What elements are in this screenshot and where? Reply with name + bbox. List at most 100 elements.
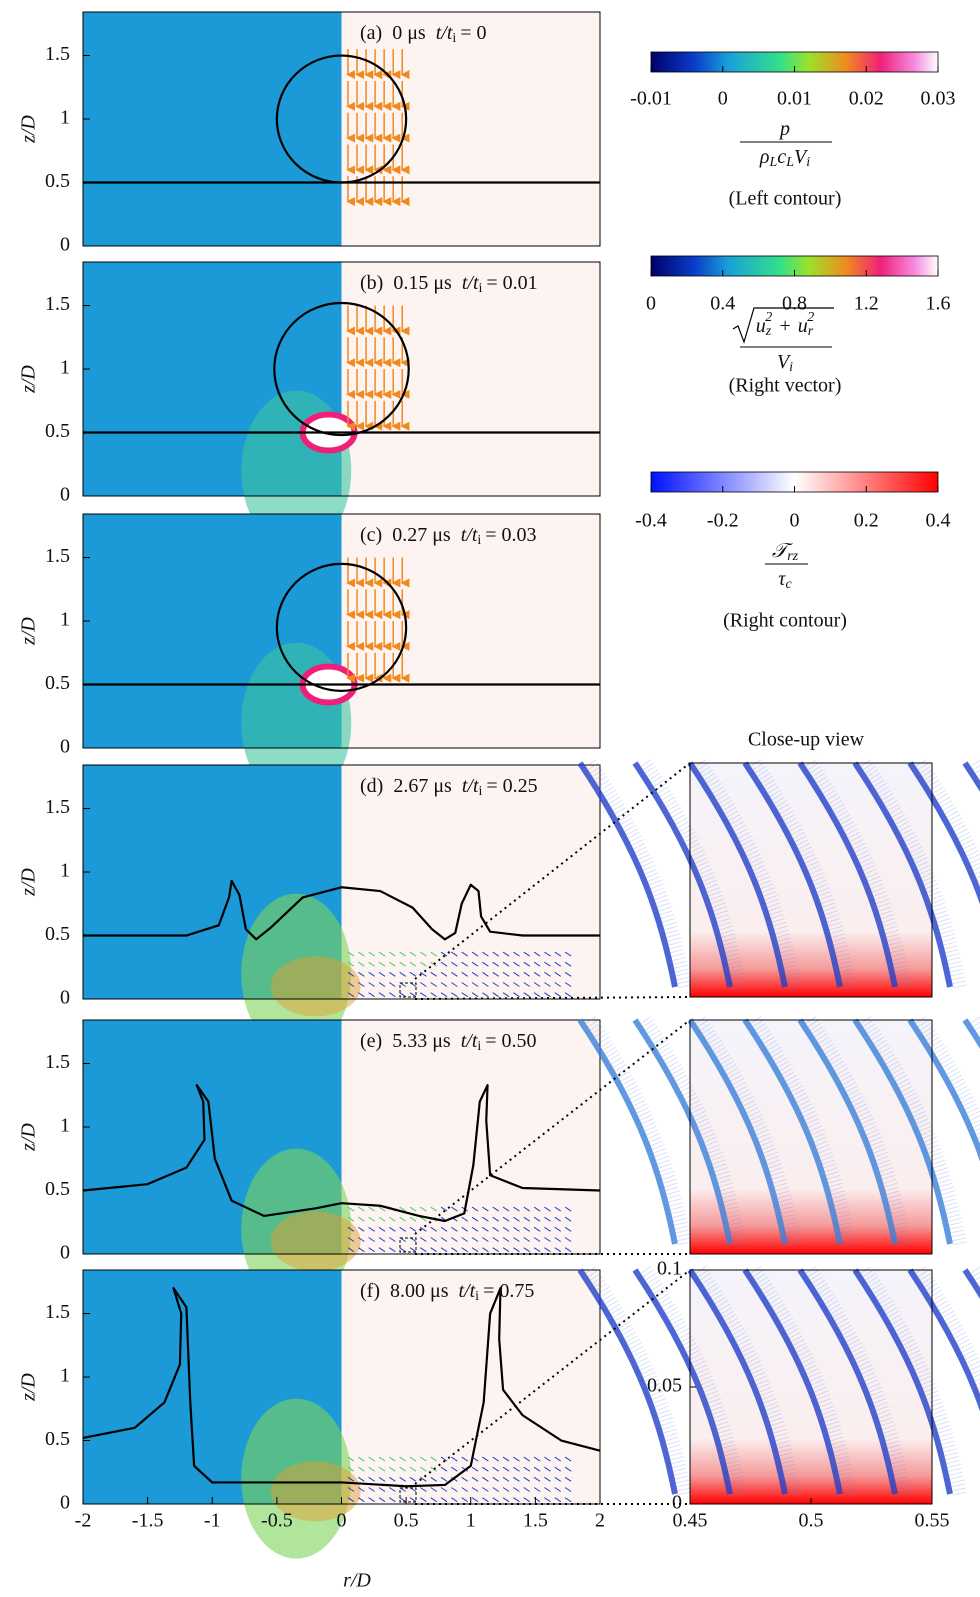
colorbar-tick-label: 0.02 <box>849 88 884 110</box>
y-tick-label: 1 <box>60 357 70 379</box>
text-part: = 0.50 <box>485 1030 536 1052</box>
velocity-arrow <box>347 1226 355 1232</box>
velocity-arrow <box>544 1216 551 1222</box>
velocity-arrow <box>358 1206 365 1212</box>
streak <box>742 1018 843 1245</box>
velocity-arrow <box>533 1476 541 1482</box>
velocity-arrow <box>471 1497 479 1503</box>
plot-frame <box>82 1019 601 1255</box>
x-tick-label: 0 <box>337 1510 347 1532</box>
velocity-arrow <box>502 1487 510 1492</box>
velocity-arrow <box>399 1247 406 1253</box>
velocity-arrow <box>523 982 531 987</box>
formula-denominator: τc <box>778 568 792 593</box>
velocity-arrow <box>554 961 562 967</box>
velocity-arrow <box>513 971 520 977</box>
velocity-arrow <box>420 1487 427 1492</box>
velocity-arrow <box>554 1206 562 1212</box>
velocity-arrow <box>347 961 355 967</box>
velocity-arrow <box>430 1476 437 1482</box>
y-axis-label: z/D <box>18 365 40 394</box>
velocity-arrow <box>461 971 468 977</box>
velocity-arrow <box>502 992 510 998</box>
y-tick-label: 1.5 <box>45 796 70 818</box>
y-tick-label: 1 <box>60 609 70 631</box>
velocity-arrow <box>399 1216 406 1222</box>
velocity-arrow <box>502 961 510 967</box>
velocity-arrow <box>347 951 355 957</box>
velocity-arrow <box>461 1226 468 1232</box>
colorbar-tick-label: 0 <box>790 510 800 532</box>
velocity-arrow <box>368 1466 375 1472</box>
velocity-arrow <box>502 1456 510 1462</box>
velocity-arrow <box>461 961 468 967</box>
velocity-arrow <box>368 1216 375 1222</box>
velocity-arrow <box>564 1237 572 1242</box>
velocity-arrow <box>513 961 520 967</box>
velocity-arrow <box>502 1466 510 1472</box>
streak <box>687 761 788 988</box>
text-part: 0.15 μs <box>393 272 452 294</box>
velocity-arrow <box>471 1466 479 1472</box>
velocity-arrow <box>389 1456 396 1462</box>
velocity-arrow <box>564 1466 572 1472</box>
velocity-arrow <box>399 1466 406 1472</box>
velocity-arrow <box>378 951 386 957</box>
velocity-arrow <box>471 1216 479 1222</box>
text-part: + <box>778 315 792 337</box>
velocity-arrow <box>440 992 448 998</box>
y-axis-label: z/D <box>18 868 40 897</box>
velocity-arrow <box>347 982 355 987</box>
streak-hatch <box>969 1266 980 1291</box>
velocity-arrow <box>471 1206 479 1212</box>
velocity-arrow <box>420 1476 427 1482</box>
velocity-arrow <box>544 961 551 967</box>
text-part: i <box>475 1289 479 1304</box>
x-tick-label: -1 <box>204 1510 221 1532</box>
velocity-arrow <box>440 1247 448 1253</box>
velocity-arrow <box>451 1226 458 1232</box>
velocity-arrow <box>347 1456 355 1462</box>
velocity-arrow <box>409 951 417 957</box>
velocity-arrow <box>409 1247 417 1253</box>
velocity-arrow <box>451 1466 458 1472</box>
y-axis-label: z/D <box>18 1123 40 1152</box>
right-contour <box>341 514 600 748</box>
velocity-arrow <box>430 992 437 998</box>
velocity-arrow <box>523 1476 531 1482</box>
velocity-arrow <box>378 971 386 977</box>
velocity-arrow <box>430 971 437 977</box>
velocity-arrow <box>358 1216 365 1222</box>
velocity-arrow <box>482 1466 489 1472</box>
velocity-arrow <box>564 1487 572 1492</box>
text-part: ρ <box>759 146 770 168</box>
text-part: t/t <box>459 1280 476 1302</box>
velocity-arrow <box>440 971 448 977</box>
streak <box>852 1268 953 1495</box>
velocity-arrow <box>482 1497 489 1503</box>
left-contour <box>83 12 342 246</box>
velocity-arrow <box>513 1206 520 1212</box>
velocity-arrow <box>533 1226 541 1232</box>
text-part: t/t <box>462 775 479 797</box>
velocity-arrow <box>440 1476 448 1482</box>
velocity-arrow <box>347 1237 355 1242</box>
velocity-arrow <box>533 982 541 987</box>
streak <box>632 1268 733 1495</box>
colorbar-caption: (Right vector) <box>729 375 842 397</box>
velocity-arrow <box>513 951 520 957</box>
velocity-arrow <box>544 1247 551 1253</box>
velocity-arrow <box>378 1247 386 1253</box>
velocity-arrow <box>430 951 437 957</box>
velocity-arrow <box>420 1237 427 1242</box>
velocity-arrow <box>399 1456 406 1462</box>
velocity-arrow <box>399 961 406 967</box>
streak <box>907 761 980 905</box>
velocity-arrow <box>399 1206 406 1212</box>
velocity-arrow <box>368 961 375 967</box>
velocity-arrow <box>420 982 427 987</box>
velocity-arrow <box>430 1487 437 1492</box>
interface <box>82 1287 601 1488</box>
velocity-arrow <box>409 992 417 998</box>
streak <box>797 1018 898 1245</box>
